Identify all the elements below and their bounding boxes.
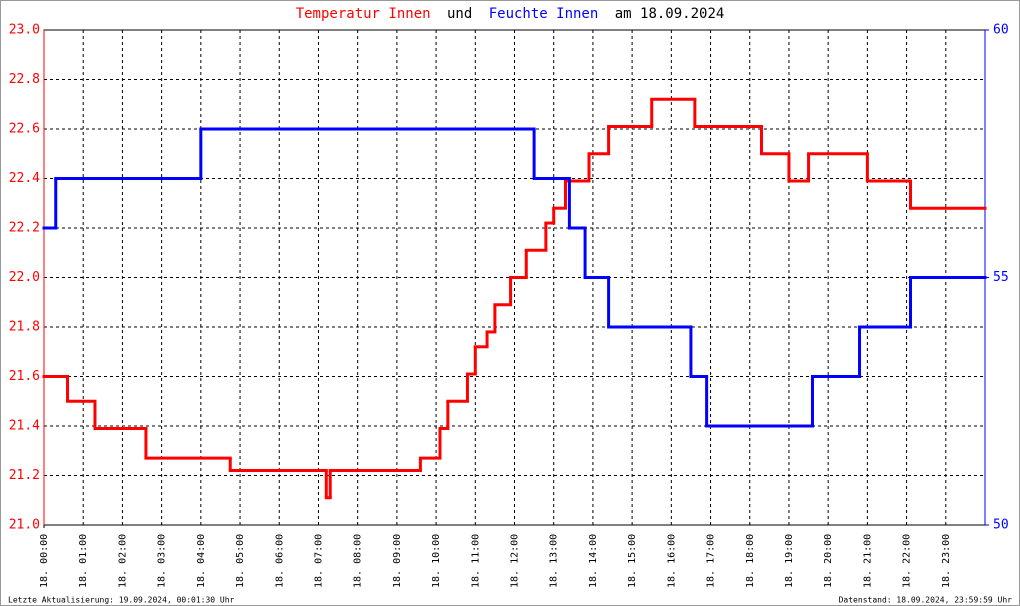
- x-tick-label: 18. 19:00: [784, 534, 795, 588]
- x-tick-label: 18. 00:00: [39, 534, 50, 588]
- x-tick-label: 18. 02:00: [117, 534, 128, 588]
- x-tick-label: 18. 06:00: [274, 534, 285, 588]
- y2-tick-label: 55: [993, 270, 1009, 285]
- x-tick-label: 18. 16:00: [666, 534, 677, 588]
- y-tick-label: 23.0: [9, 23, 40, 38]
- x-tick-label: 18. 10:00: [431, 534, 442, 588]
- title-series-2: Feuchte Innen: [489, 6, 599, 22]
- title-series-1: Temperatur Innen: [296, 6, 431, 22]
- title-tail: am 18.09.2024: [615, 6, 725, 22]
- x-tick-label: 18. 05:00: [235, 534, 246, 588]
- y-tick-label: 22.6: [9, 122, 40, 137]
- x-tick-label: 18. 03:00: [157, 534, 168, 588]
- x-tick-label: 18. 20:00: [823, 534, 834, 588]
- y-tick-label: 21.2: [9, 468, 40, 483]
- y-tick-label: 21.0: [9, 518, 40, 533]
- x-tick-label: 18. 01:00: [78, 534, 89, 588]
- y-tick-label: 21.4: [9, 419, 40, 434]
- x-tick-label: 18. 17:00: [706, 534, 717, 588]
- x-tick-label: 18. 18:00: [745, 534, 756, 588]
- footer-left: Letzte Aktualisierung: 19.09.2024, 00:01…: [8, 596, 235, 605]
- x-tick-label: 18. 11:00: [470, 534, 481, 588]
- x-tick-label: 18. 22:00: [902, 534, 913, 588]
- x-tick-label: 18. 15:00: [627, 534, 638, 588]
- x-tick-label: 18. 08:00: [353, 534, 364, 588]
- x-tick-label: 18. 14:00: [588, 534, 599, 588]
- x-tick-label: 18. 09:00: [392, 534, 403, 588]
- y2-tick-label: 50: [993, 518, 1009, 533]
- y-tick-label: 21.8: [9, 320, 40, 335]
- x-tick-label: 18. 23:00: [941, 534, 952, 588]
- title-join: und: [447, 6, 472, 22]
- y-tick-label: 22.0: [9, 270, 40, 285]
- chart-title: Temperatur Innen und Feuchte Innen am 18…: [296, 6, 725, 22]
- x-tick-label: 18. 13:00: [549, 534, 560, 588]
- y-tick-label: 22.2: [9, 221, 40, 236]
- x-tick-label: 18. 07:00: [313, 534, 324, 588]
- y-tick-label: 22.8: [9, 72, 40, 87]
- x-tick-label: 18. 04:00: [196, 534, 207, 588]
- y-tick-label: 22.4: [9, 171, 40, 186]
- y-tick-label: 21.6: [9, 369, 40, 384]
- footer-right: Datenstand: 18.09.2024, 23:59:59 Uhr: [839, 596, 1013, 605]
- y2-tick-label: 60: [993, 23, 1009, 38]
- x-tick-label: 18. 21:00: [862, 534, 873, 588]
- x-tick-label: 18. 12:00: [510, 534, 521, 588]
